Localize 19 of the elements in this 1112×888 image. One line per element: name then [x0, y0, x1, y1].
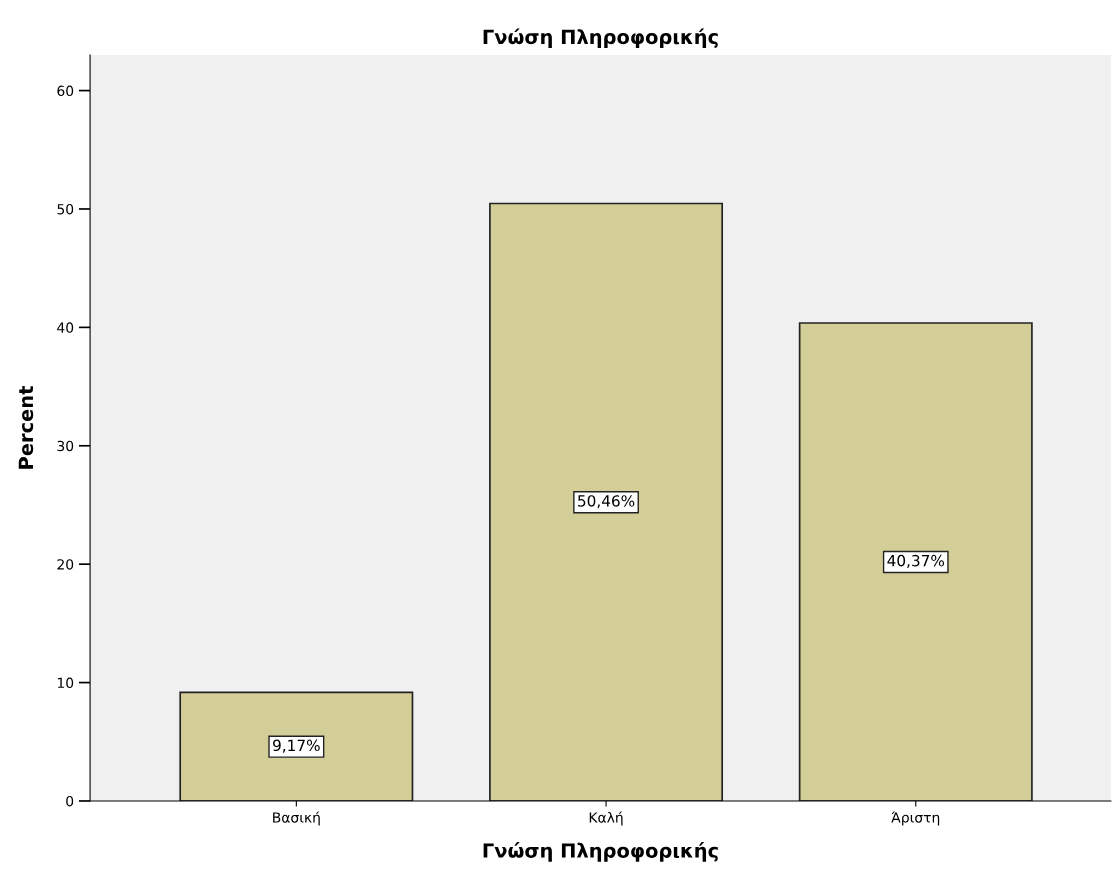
data-label: 9,17% — [273, 739, 320, 753]
x-tick-label: Καλή — [589, 811, 623, 826]
y-axis-title: Percent — [18, 386, 34, 469]
y-tick-label: 50 — [57, 203, 74, 215]
y-tick-label: 40 — [57, 322, 74, 333]
data-label: 40,37% — [887, 554, 945, 568]
data-label: 50,46% — [578, 495, 635, 509]
y-tick-label: 30 — [57, 440, 74, 452]
bar — [489, 202, 724, 801]
y-tick-label: 0 — [66, 795, 74, 807]
y-tick-label: 20 — [57, 559, 74, 570]
chart-title: Γνώση Πληροφορικής — [483, 28, 718, 48]
y-tick-label: 10 — [57, 677, 74, 689]
x-tick-label: Βασική — [273, 811, 320, 826]
bar — [798, 322, 1033, 801]
x-tick-label: Άριστη — [891, 811, 940, 826]
bar — [179, 691, 414, 801]
y-tick-label: 60 — [57, 85, 74, 97]
x-axis-title: Γνώση Πληροφορικής — [483, 842, 718, 862]
